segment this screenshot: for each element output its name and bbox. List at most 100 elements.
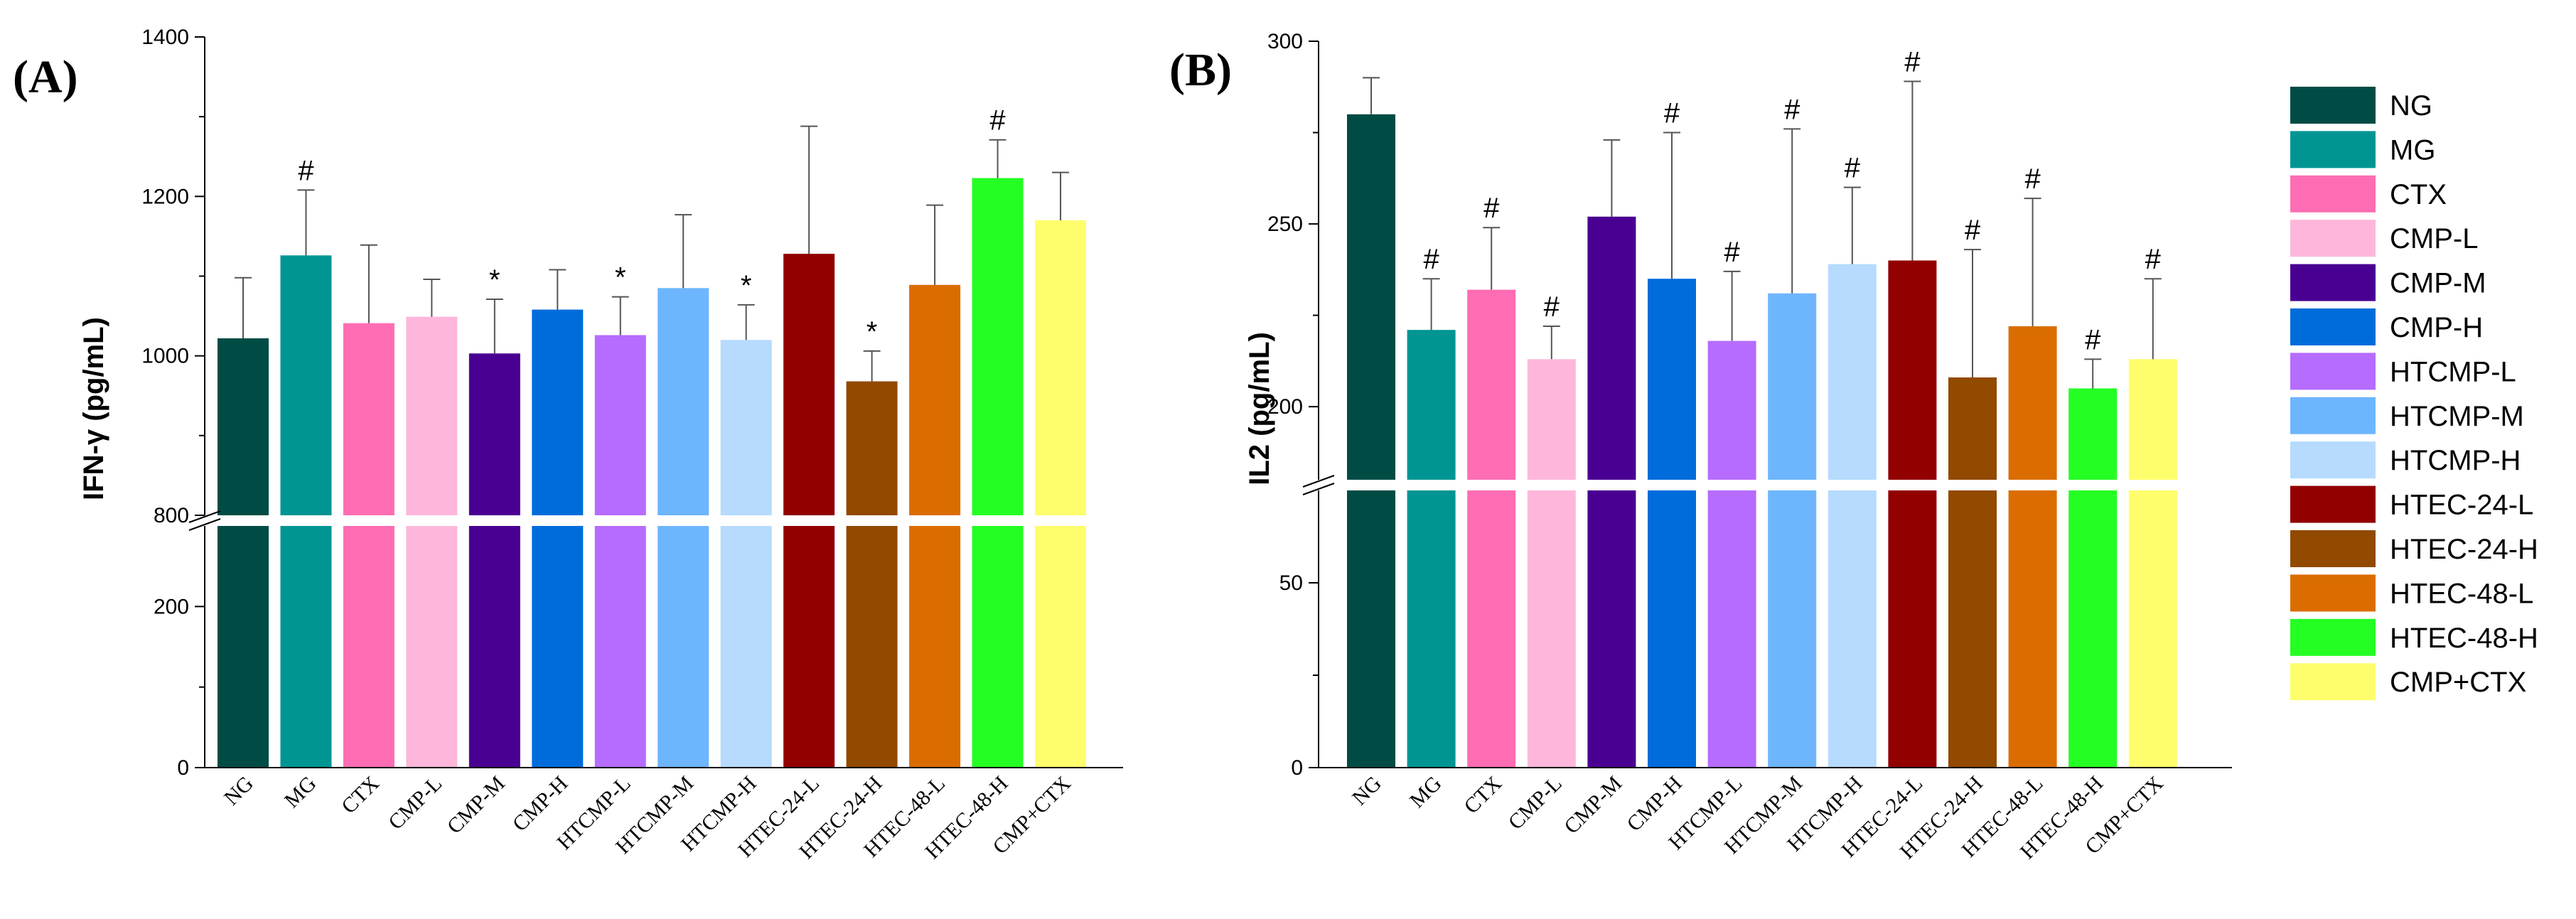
panel-b-axis-break-mark [1302,483,1335,495]
panel-b-significance-marker: # [2085,324,2101,355]
legend-swatch [2290,264,2376,301]
legend-label: HTEC-24-L [2390,490,2533,521]
panel-a-category-label: CMP-L [384,772,446,834]
panel-b-bar-lower [2008,490,2057,768]
panel-a-significance-marker: # [298,155,314,186]
panel-b-bar [1768,293,1817,480]
legend-swatch [2290,663,2376,701]
legend-swatch [2290,618,2376,656]
panel-b-category-label: CTX [1459,771,1506,818]
legend-label: CMP-H [2390,312,2483,343]
panel-a-category-label: CTX [337,771,384,818]
panel-b-bar [1527,359,1576,480]
panel-a-y-tick-label: 1400 [141,26,189,49]
panel-b-y-tick-label: 50 [1279,571,1303,595]
panel-a-bar-lower [658,526,709,768]
panel-b-significance-marker: # [1483,193,1500,224]
panel-a-bar-lower [343,526,395,768]
panel-b-bar [1707,340,1756,480]
panel-b-label: (B) [1169,44,1232,96]
panel-a-category-label: MG [280,772,321,813]
legend-swatch [2290,353,2376,390]
panel-a-significance-marker: * [741,270,752,301]
panel-a-category-label: CMP-H [508,772,573,837]
legend-label: NG [2390,90,2432,122]
panel-a-significance-marker: * [866,316,878,348]
legend-swatch [2290,131,2376,168]
panel-b-bar-lower [1347,490,1395,768]
legend-swatch [2290,574,2376,612]
panel-b-bar-lower [1587,490,1636,768]
legend-swatch [2290,220,2376,257]
panel-b-bar [1587,216,1636,480]
panel-b-category-label: MG [1405,772,1447,813]
legend-label: HTEC-24-H [2390,534,2538,565]
panel-b-bar-lower [1828,490,1877,768]
panel-a-bar-lower [468,526,520,768]
legend: NG MG CTX CMP-L CMP-M CMP-H HTCMP-L HTCMP-M HTCM… [2290,87,2538,701]
panel-b-bar [1467,289,1516,480]
panel-b-significance-marker: # [1784,94,1800,125]
panel-b-y-tick-label: 200 [1267,395,1303,419]
panel-a-bar [846,381,898,515]
panel-a-axis-break-mark [188,510,221,523]
panel-a-bar [972,178,1024,515]
panel-a-category-label: NG [220,772,258,810]
panel-a-significance-marker: * [615,262,626,294]
legend-label: CMP-M [2390,268,2486,299]
panel-b-significance-marker: # [1845,153,1861,184]
panel-b-bar-lower [1527,490,1576,768]
panel-a-bar [783,254,835,515]
panel-a-bar-lower [909,526,961,768]
panel-b-bar [2068,388,2118,480]
panel-a-significance-marker: * [489,264,500,296]
panel-a-y-axis-title: IFN-γ (pg/mL) [78,317,109,500]
legend-label: CMP-L [2390,223,2478,254]
panel-a-bar [468,353,520,515]
panel-a-y-tick-label: 0 [177,756,189,780]
panel-b-y-tick-label: 300 [1267,30,1303,53]
panel-b-axis-break-mark [1302,475,1335,488]
panel-a-bar-lower [972,526,1024,768]
legend-swatch [2290,441,2376,479]
panel-a-bar-lower [720,526,772,768]
panel-a-bar [909,284,961,515]
panel-a-significance-marker: # [989,105,1006,136]
panel-b-category-label: CMP-L [1504,772,1567,834]
legend-swatch [2290,530,2376,567]
panel-b-bar-lower [1888,490,1937,768]
legend-swatch [2290,308,2376,345]
panel-a-category-label: CMP-M [443,772,510,839]
panel-b-bar-lower [1768,490,1817,768]
panel-a-bar [343,323,395,515]
panel-a-label: (A) [13,51,78,103]
panel-b-bar [1888,260,1937,480]
panel-b-bar [1948,377,1997,480]
panel-a-axis-break-mark [188,518,221,531]
panel-a-bar [218,338,269,515]
panel-a-bar-lower [280,526,332,768]
panel-b-chart: (B) IL2 (pg/mL) NG#MG#CTX#CMP-LCMP-M#CMP… [1169,30,2232,864]
panel-b-y-axis-title: IL2 (pg/mL) [1244,332,1275,485]
panel-b-significance-marker: # [1423,244,1439,275]
panel-b-bar-lower [1467,490,1516,768]
panel-a-bar-lower [783,526,835,768]
panel-a-bar [280,255,332,515]
legend-label: CMP+CTX [2390,667,2526,698]
panel-a-bar-lower [846,526,898,768]
panel-a-bar-lower [532,526,584,768]
panel-b-bar [1407,330,1456,480]
panel-a-bar-lower [406,526,458,768]
panel-a-y-tick-label: 1000 [141,345,189,368]
panel-a-bar [1034,220,1086,515]
panel-b-significance-marker: # [1664,98,1680,129]
panel-a-bar-lower [218,526,269,768]
panel-b-bar-lower [1648,490,1696,768]
panel-a-bar [720,340,772,515]
legend-swatch [2290,397,2376,434]
panel-a-y-tick-label: 200 [154,595,189,618]
panel-a-bar [406,316,458,515]
legend-label: CTX [2390,179,2447,210]
panel-b-significance-marker: # [1724,237,1740,268]
panel-a-y-tick-label: 1200 [141,185,189,208]
